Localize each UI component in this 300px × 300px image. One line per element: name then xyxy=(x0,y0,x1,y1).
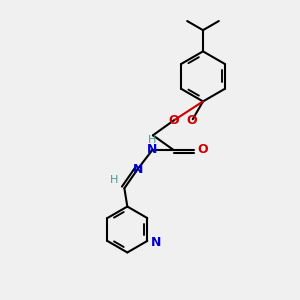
Text: H: H xyxy=(148,135,157,145)
Text: N: N xyxy=(132,163,143,176)
Text: N: N xyxy=(147,143,158,157)
Text: H: H xyxy=(110,175,118,185)
Text: N: N xyxy=(151,236,161,249)
Text: O: O xyxy=(186,114,196,127)
Text: O: O xyxy=(168,114,179,127)
Text: O: O xyxy=(198,143,208,157)
